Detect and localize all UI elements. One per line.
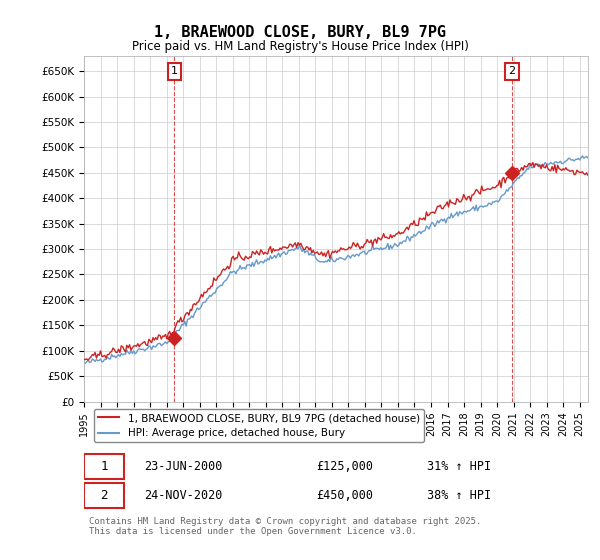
- Text: 23-JUN-2000: 23-JUN-2000: [145, 460, 223, 473]
- Text: £450,000: £450,000: [316, 489, 373, 502]
- FancyBboxPatch shape: [84, 454, 124, 478]
- FancyBboxPatch shape: [84, 483, 124, 508]
- Text: 2: 2: [508, 66, 515, 76]
- Text: 1, BRAEWOOD CLOSE, BURY, BL9 7PG: 1, BRAEWOOD CLOSE, BURY, BL9 7PG: [154, 25, 446, 40]
- Text: Contains HM Land Registry data © Crown copyright and database right 2025.
This d: Contains HM Land Registry data © Crown c…: [89, 517, 481, 536]
- Text: 24-NOV-2020: 24-NOV-2020: [145, 489, 223, 502]
- Text: Price paid vs. HM Land Registry's House Price Index (HPI): Price paid vs. HM Land Registry's House …: [131, 40, 469, 53]
- Text: 1: 1: [100, 460, 108, 473]
- Text: 38% ↑ HPI: 38% ↑ HPI: [427, 489, 491, 502]
- Text: £125,000: £125,000: [316, 460, 373, 473]
- Text: 31% ↑ HPI: 31% ↑ HPI: [427, 460, 491, 473]
- Legend: 1, BRAEWOOD CLOSE, BURY, BL9 7PG (detached house), HPI: Average price, detached : 1, BRAEWOOD CLOSE, BURY, BL9 7PG (detach…: [94, 409, 424, 442]
- Text: 2: 2: [100, 489, 108, 502]
- Text: 1: 1: [171, 66, 178, 76]
